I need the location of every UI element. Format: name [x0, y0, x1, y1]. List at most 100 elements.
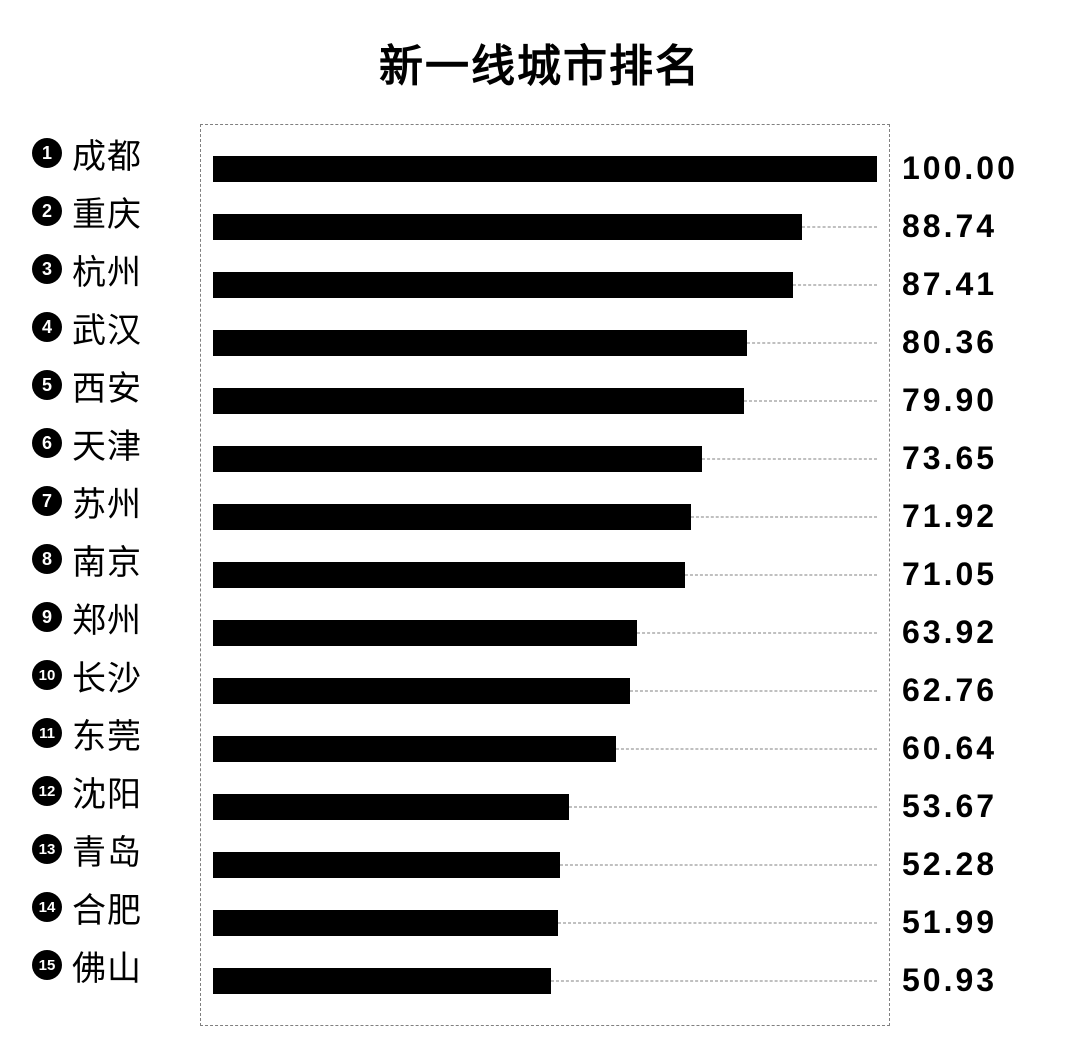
bar-leader-line	[637, 633, 877, 634]
bar-fill	[213, 504, 691, 530]
label-row: 3 杭州	[20, 240, 200, 298]
bar-fill	[213, 794, 569, 820]
value-text: 62.76	[902, 672, 997, 709]
value-row: 62.76	[902, 661, 1060, 719]
label-row: 8南京	[20, 530, 200, 588]
rank-badge: 2	[32, 196, 62, 226]
value-row: 79.90	[902, 371, 1060, 429]
bar-leader-line	[744, 401, 877, 402]
label-row: 10长沙	[20, 646, 200, 704]
bar-row	[213, 662, 877, 720]
bar-track	[213, 272, 877, 298]
city-name: 西安	[72, 361, 142, 410]
rank-badge: 1	[32, 138, 62, 168]
bars-column	[200, 124, 890, 1026]
value-row: 51.99	[902, 893, 1060, 951]
value-text: 73.65	[902, 440, 997, 477]
bar-track	[213, 562, 877, 588]
rank-badge: 13	[32, 834, 62, 864]
value-row: 53.67	[902, 777, 1060, 835]
bar-row	[213, 256, 877, 314]
city-name: 杭州	[72, 245, 142, 294]
label-row: 14合肥	[20, 878, 200, 936]
label-row: 2重庆	[20, 182, 200, 240]
bar-row	[213, 140, 877, 198]
rank-badge: 12	[32, 776, 62, 806]
value-text: 79.90	[902, 382, 997, 419]
value-text: 52.28	[902, 846, 997, 883]
labels-column: 1成都 2重庆 3杭州 4武汉 5西安 6天津 7苏州 8南京 9郑州 10长沙…	[20, 124, 200, 994]
rank-badge: 14	[32, 892, 62, 922]
value-text: 71.05	[902, 556, 997, 593]
bar-track	[213, 504, 877, 530]
value-row: 50.93	[902, 951, 1060, 1009]
city-name: 东莞	[72, 709, 142, 758]
rank-badge: 8	[32, 544, 62, 574]
bar-fill	[213, 736, 616, 762]
bar-leader-line	[616, 749, 877, 750]
ranking-chart: 1成都 2重庆 3杭州 4武汉 5西安 6天津 7苏州 8南京 9郑州 10长沙…	[20, 124, 1060, 1026]
bar-leader-line	[793, 285, 877, 286]
label-row: 4武汉	[20, 298, 200, 356]
value-text: 71.92	[902, 498, 997, 535]
bar-leader-line	[569, 807, 877, 808]
bar-fill	[213, 678, 630, 704]
label-row: 11 东莞	[20, 704, 200, 762]
bar-track	[213, 852, 877, 878]
city-name: 青岛	[72, 825, 142, 874]
value-row: 60.64	[902, 719, 1060, 777]
value-text: 88.74	[902, 208, 997, 245]
label-row: 7苏州	[20, 472, 200, 530]
rank-badge: 15	[32, 950, 62, 980]
bar-row	[213, 894, 877, 952]
value-text: 53.67	[902, 788, 997, 825]
label-row: 15 佛山	[20, 936, 200, 994]
bar-track	[213, 620, 877, 646]
rank-badge: 11	[32, 718, 62, 748]
bar-track	[213, 388, 877, 414]
city-name: 佛山	[72, 941, 142, 990]
value-row: 71.05	[902, 545, 1060, 603]
value-row: 73.65	[902, 429, 1060, 487]
bar-leader-line	[558, 923, 877, 924]
bar-fill	[213, 562, 685, 588]
label-row: 13 青岛	[20, 820, 200, 878]
value-row: 63.92	[902, 603, 1060, 661]
bar-leader-line	[747, 343, 877, 344]
bar-leader-line	[691, 517, 877, 518]
value-text: 60.64	[902, 730, 997, 767]
bar-track	[213, 330, 877, 356]
rank-badge: 4	[32, 312, 62, 342]
label-row: 6天津	[20, 414, 200, 472]
bar-track	[213, 446, 877, 472]
bar-fill	[213, 214, 802, 240]
bar-track	[213, 910, 877, 936]
label-row: 12 沈阳	[20, 762, 200, 820]
rank-badge: 9	[32, 602, 62, 632]
value-text: 51.99	[902, 904, 997, 941]
label-row: 9郑州	[20, 588, 200, 646]
bar-leader-line	[702, 459, 877, 460]
bar-track	[213, 156, 877, 182]
value-row: 100.00	[902, 124, 1060, 197]
values-column: 100.00 88.74 87.41 80.36 79.90 73.65 71.…	[890, 124, 1060, 1009]
bar-fill	[213, 852, 560, 878]
bar-row	[213, 488, 877, 546]
bar-row	[213, 546, 877, 604]
bar-fill	[213, 968, 551, 994]
bar-fill	[213, 910, 558, 936]
bar-row	[213, 372, 877, 430]
bar-fill	[213, 388, 744, 414]
bar-row	[213, 778, 877, 836]
value-row: 71.92	[902, 487, 1060, 545]
city-name: 沈阳	[72, 767, 142, 816]
label-row: 5西安	[20, 356, 200, 414]
rank-badge: 10	[32, 660, 62, 690]
bar-fill	[213, 330, 747, 356]
bar-track	[213, 794, 877, 820]
bar-track	[213, 214, 877, 240]
value-text: 87.41	[902, 266, 997, 303]
value-text: 80.36	[902, 324, 997, 361]
value-row: 88.74	[902, 197, 1060, 255]
rank-badge: 3	[32, 254, 62, 284]
